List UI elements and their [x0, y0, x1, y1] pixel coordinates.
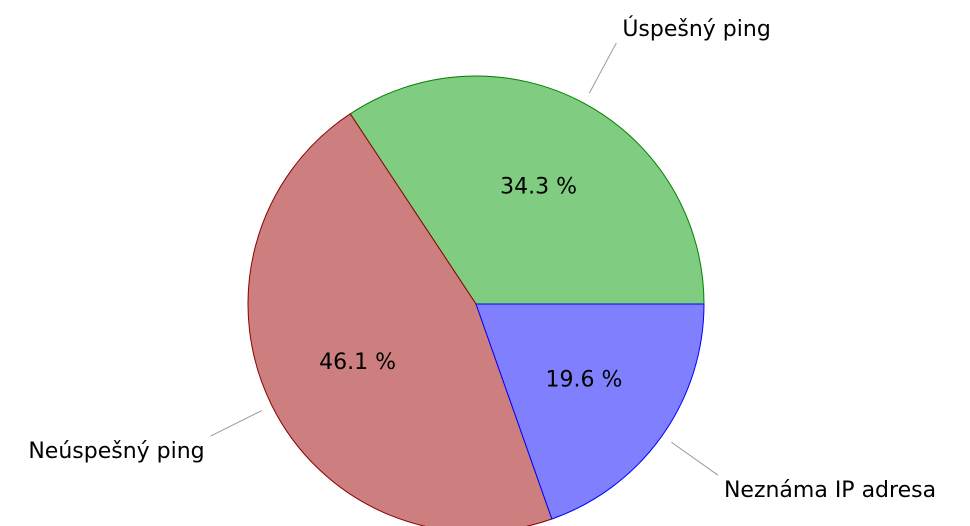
slice-category-label: Úspešný ping: [622, 16, 770, 42]
slice-category-label: Neúspešný ping: [28, 439, 204, 464]
slice-value-label: 46.1 %: [319, 350, 396, 375]
slice-value-label: 34.3 %: [500, 175, 577, 200]
leader-line: [210, 410, 262, 437]
leader-line: [588, 42, 617, 94]
slice-value-label: 19.6 %: [546, 367, 623, 392]
pie-slice: [247, 113, 553, 526]
leader-line: [671, 441, 719, 476]
pie-slice: [475, 303, 705, 520]
slice-category-label: Neznáma IP adresa: [724, 478, 936, 503]
